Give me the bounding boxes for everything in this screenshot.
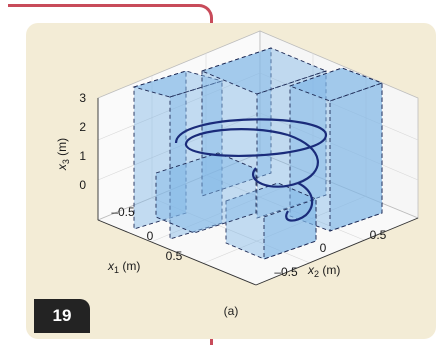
x3-axis-label: x3 (m) xyxy=(55,138,71,171)
box-center-top xyxy=(200,47,328,95)
box-bottom-face xyxy=(263,198,317,260)
x2-tick: 0 xyxy=(320,241,327,255)
box-right-top xyxy=(288,67,384,102)
figure-number-badge: 19 xyxy=(34,299,90,333)
box-left-top xyxy=(132,70,224,98)
x3-tick: 0 xyxy=(79,178,86,192)
x1-tick: 0.5 xyxy=(166,249,183,263)
box-center-back xyxy=(201,47,272,197)
x1-axis-line xyxy=(97,219,257,286)
figure-caption: (a) xyxy=(223,304,239,318)
box-center-front xyxy=(256,70,327,219)
x2-axis-label: x2 (m) xyxy=(307,263,340,279)
x1-axis-label: x1 (m) xyxy=(107,259,140,275)
box-right-face xyxy=(329,82,383,232)
x2-tick: 0.5 xyxy=(370,228,387,242)
chart-area: 0 1 2 3 –0.5 0 0.5 –0.5 0 0.5 x3 (m) x1 … xyxy=(55,30,420,286)
trajectory-curve xyxy=(174,118,328,222)
figure-panel: 0 1 2 3 –0.5 0 0.5 –0.5 0 0.5 x3 (m) x1 … xyxy=(26,23,436,339)
x2-tick: –0.5 xyxy=(274,265,298,279)
box-bottom-front xyxy=(225,182,317,260)
x1-tick: –0.5 xyxy=(111,205,135,219)
x3-tick: 1 xyxy=(79,149,86,163)
x2-axis-line xyxy=(255,217,419,286)
box-lower-left xyxy=(155,152,257,234)
x1-tick: 0 xyxy=(147,229,154,243)
box-group xyxy=(132,47,384,260)
x3-tick: 3 xyxy=(79,91,86,105)
x3-tick: 2 xyxy=(79,120,86,134)
